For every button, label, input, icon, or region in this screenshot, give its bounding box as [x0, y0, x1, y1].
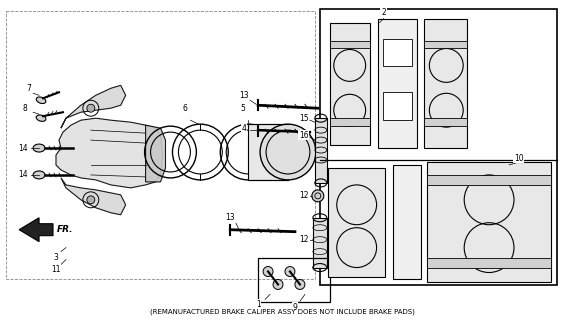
Ellipse shape [87, 196, 95, 204]
Bar [320, 9, 557, 285]
Text: 1: 1 [255, 300, 261, 309]
Bar [6, 11, 315, 279]
Bar [382, 38, 412, 67]
Polygon shape [56, 118, 162, 188]
Polygon shape [328, 168, 385, 277]
Bar [428, 258, 551, 268]
Ellipse shape [260, 124, 316, 180]
Bar [315, 118, 327, 183]
Text: 13: 13 [239, 91, 249, 100]
Ellipse shape [87, 104, 95, 112]
Bar [313, 218, 327, 268]
Text: (REMANUFACTURED BRAKE CALIPER ASSY DOES NOT INCLUDE BRAKE PADS): (REMANUFACTURED BRAKE CALIPER ASSY DOES … [149, 308, 415, 315]
Polygon shape [330, 23, 369, 145]
Ellipse shape [263, 267, 273, 276]
Ellipse shape [33, 144, 45, 152]
Polygon shape [393, 165, 421, 279]
Polygon shape [146, 125, 165, 182]
Bar [428, 175, 551, 185]
Text: 7: 7 [27, 84, 32, 93]
Text: 11: 11 [51, 265, 61, 274]
Bar [382, 92, 412, 120]
Polygon shape [61, 85, 126, 128]
Text: 14: 14 [18, 144, 28, 153]
Polygon shape [377, 19, 417, 148]
Text: FR.: FR. [57, 225, 73, 234]
Ellipse shape [295, 279, 305, 289]
Text: 10: 10 [514, 154, 524, 163]
Polygon shape [19, 218, 53, 242]
Polygon shape [424, 19, 467, 148]
Text: 6: 6 [183, 104, 188, 113]
Bar [330, 41, 369, 49]
Bar [258, 258, 330, 302]
Ellipse shape [36, 97, 46, 104]
Text: 12: 12 [299, 235, 309, 244]
Bar [248, 124, 288, 180]
Text: 16: 16 [299, 131, 309, 140]
Text: 13: 13 [226, 213, 235, 222]
Ellipse shape [285, 267, 295, 276]
Polygon shape [428, 162, 551, 283]
Bar [424, 41, 467, 49]
Text: 2: 2 [381, 8, 386, 17]
Text: 5: 5 [241, 104, 245, 113]
Ellipse shape [36, 115, 46, 121]
Text: 15: 15 [299, 114, 309, 123]
Text: 8: 8 [23, 104, 28, 113]
Text: 12: 12 [299, 191, 309, 200]
Text: 9: 9 [293, 303, 297, 312]
Ellipse shape [273, 279, 283, 289]
Bar [424, 118, 467, 126]
Polygon shape [61, 178, 126, 215]
Text: 4: 4 [242, 124, 246, 132]
Bar [330, 118, 369, 126]
Text: 3: 3 [54, 253, 59, 262]
Ellipse shape [312, 190, 324, 202]
Text: 14: 14 [18, 171, 28, 180]
Ellipse shape [33, 171, 45, 179]
